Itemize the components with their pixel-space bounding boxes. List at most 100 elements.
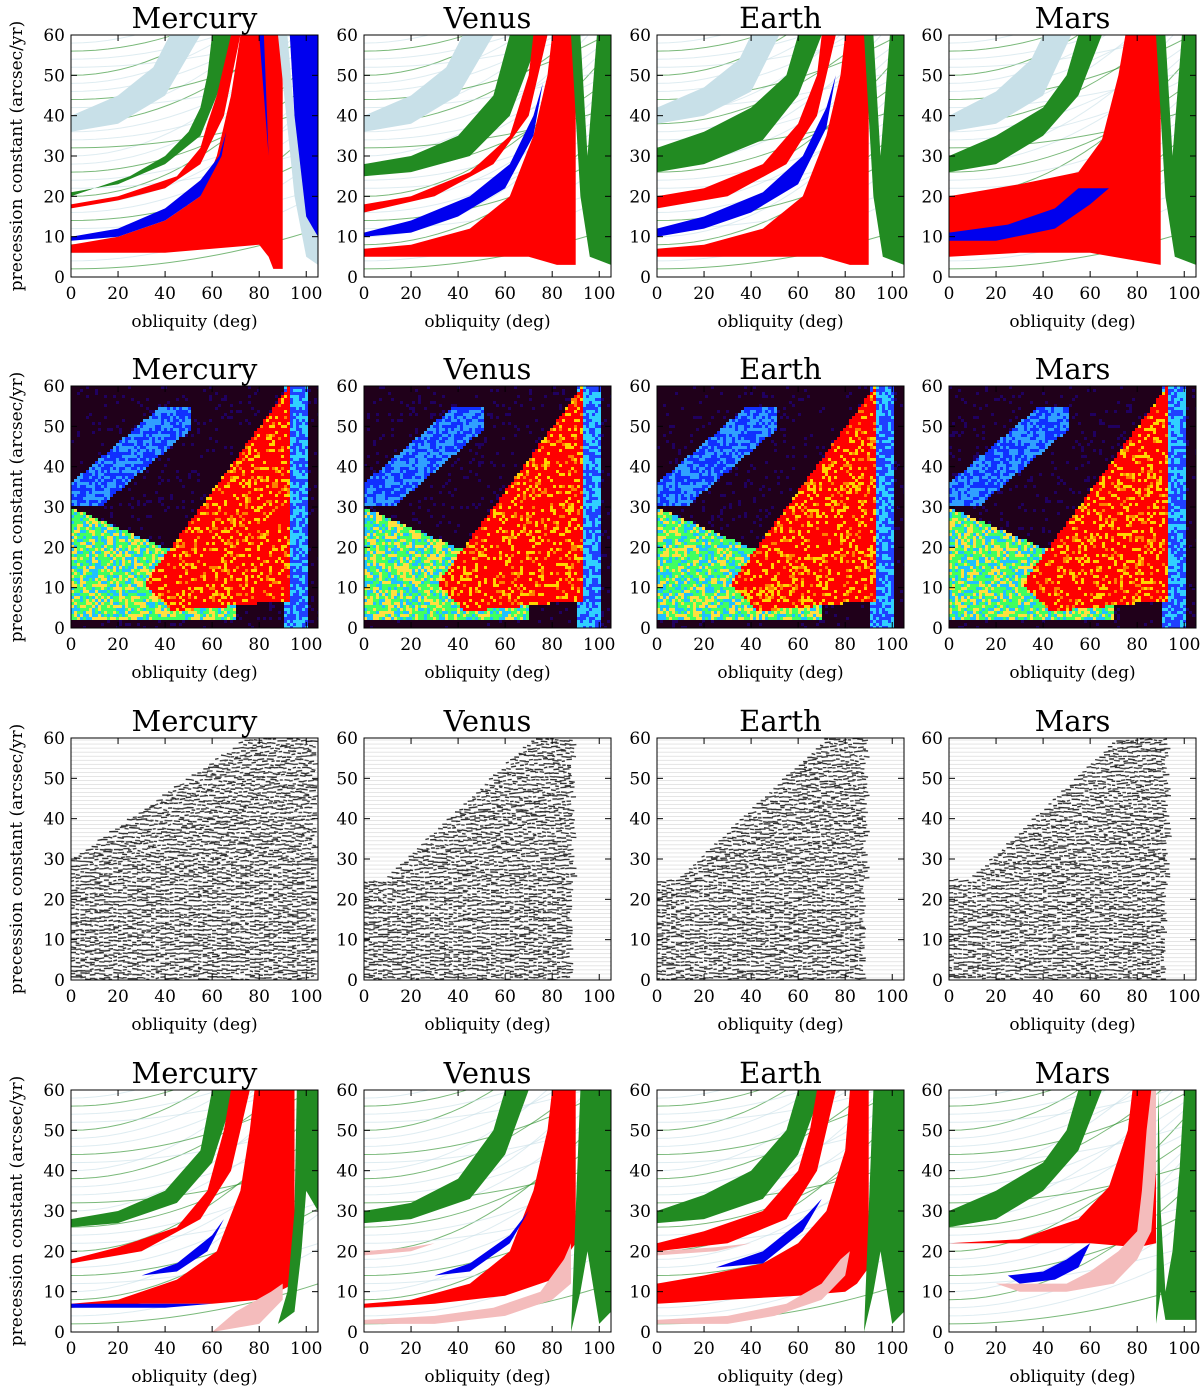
- heat-cell: [248, 590, 251, 593]
- heat-cell: [155, 455, 158, 458]
- heat-cell: [296, 479, 299, 482]
- heat-cell: [296, 443, 299, 446]
- heat-cell: [284, 398, 287, 401]
- heat-cell: [155, 422, 158, 425]
- heat-cell: [379, 569, 382, 572]
- heat-cell: [74, 527, 77, 530]
- heat-cell: [266, 428, 269, 431]
- heat-cell: [379, 575, 382, 578]
- heat-cell: [367, 485, 370, 488]
- heat-cell: [116, 461, 119, 464]
- heat-cell: [293, 455, 296, 458]
- heat-cell: [296, 503, 299, 506]
- heat-cell: [137, 563, 140, 566]
- heat-cell: [379, 479, 382, 482]
- heat-cell: [116, 455, 119, 458]
- heat-cell: [80, 611, 83, 614]
- heat-cell: [158, 551, 161, 554]
- heat-cell: [206, 581, 209, 584]
- heat-cell: [86, 527, 89, 530]
- heat-cell: [125, 572, 128, 575]
- heat-cell: [86, 524, 89, 527]
- heat-cell: [376, 479, 379, 482]
- heat-cell: [299, 563, 302, 566]
- heat-cell: [260, 587, 263, 590]
- heat-cell: [364, 518, 367, 521]
- heat-cell: [146, 593, 149, 596]
- heat-cell: [155, 566, 158, 569]
- heat-cell: [230, 494, 233, 497]
- heat-cell: [296, 590, 299, 593]
- heat-cell: [236, 518, 239, 521]
- heat-cell: [182, 413, 185, 416]
- heat-cell: [227, 542, 230, 545]
- heat-cell: [251, 548, 254, 551]
- heat-cell: [128, 608, 131, 611]
- heat-cell: [251, 551, 254, 554]
- heat-cell: [296, 419, 299, 422]
- heat-cell: [305, 620, 308, 623]
- heat-cell: [299, 422, 302, 425]
- heat-cell: [272, 467, 275, 470]
- heat-cell: [212, 449, 215, 452]
- heat-cell: [302, 482, 305, 485]
- heat-cell: [299, 578, 302, 581]
- heat-cell: [364, 569, 367, 572]
- heat-cell: [245, 542, 248, 545]
- heat-cell: [71, 500, 74, 503]
- heat-cell: [80, 473, 83, 476]
- heat-cell: [272, 524, 275, 527]
- heat-cell: [305, 566, 308, 569]
- heat-cell: [119, 617, 122, 620]
- heat-cell: [188, 425, 191, 428]
- heat-cell: [128, 614, 131, 617]
- heat-cell: [158, 476, 161, 479]
- heat-cell: [287, 620, 290, 623]
- heat-cell: [203, 572, 206, 575]
- heat-cell: [367, 509, 370, 512]
- heat-cell: [77, 524, 80, 527]
- heat-cell: [382, 521, 385, 524]
- heat-cell: [218, 602, 221, 605]
- heat-cell: [146, 452, 149, 455]
- heat-cell: [182, 566, 185, 569]
- heat-cell: [107, 605, 110, 608]
- heat-cell: [278, 527, 281, 530]
- heat-cell: [236, 545, 239, 548]
- heat-cell: [104, 461, 107, 464]
- heat-cell: [242, 539, 245, 542]
- x-tick-label: 0: [66, 284, 77, 304]
- heat-cell: [80, 617, 83, 620]
- heat-cell: [146, 419, 149, 422]
- heat-cell: [233, 569, 236, 572]
- heat-cell: [278, 443, 281, 446]
- heat-cell: [367, 527, 370, 530]
- heat-cell: [275, 521, 278, 524]
- heat-cell: [152, 581, 155, 584]
- heat-cell: [152, 542, 155, 545]
- region-green-5: [571, 35, 611, 265]
- heat-cell: [221, 587, 224, 590]
- heat-cell: [98, 422, 101, 425]
- heat-cell: [311, 509, 314, 512]
- heat-cell: [257, 590, 260, 593]
- heat-cell: [101, 542, 104, 545]
- heat-cell: [131, 611, 134, 614]
- heat-cell: [299, 434, 302, 437]
- heat-cell: [248, 578, 251, 581]
- heat-cell: [263, 455, 266, 458]
- heat-cell: [155, 605, 158, 608]
- heat-cell: [266, 440, 269, 443]
- heat-cell: [376, 533, 379, 536]
- heat-cell: [170, 416, 173, 419]
- heat-cell: [227, 545, 230, 548]
- y-tick-label: 60: [43, 26, 65, 46]
- heat-cell: [299, 446, 302, 449]
- heat-cell: [275, 545, 278, 548]
- heat-cell: [221, 503, 224, 506]
- heat-cell: [373, 536, 376, 539]
- heat-cell: [218, 524, 221, 527]
- heat-cell: [379, 554, 382, 557]
- heat-cell: [191, 578, 194, 581]
- heat-cell: [239, 572, 242, 575]
